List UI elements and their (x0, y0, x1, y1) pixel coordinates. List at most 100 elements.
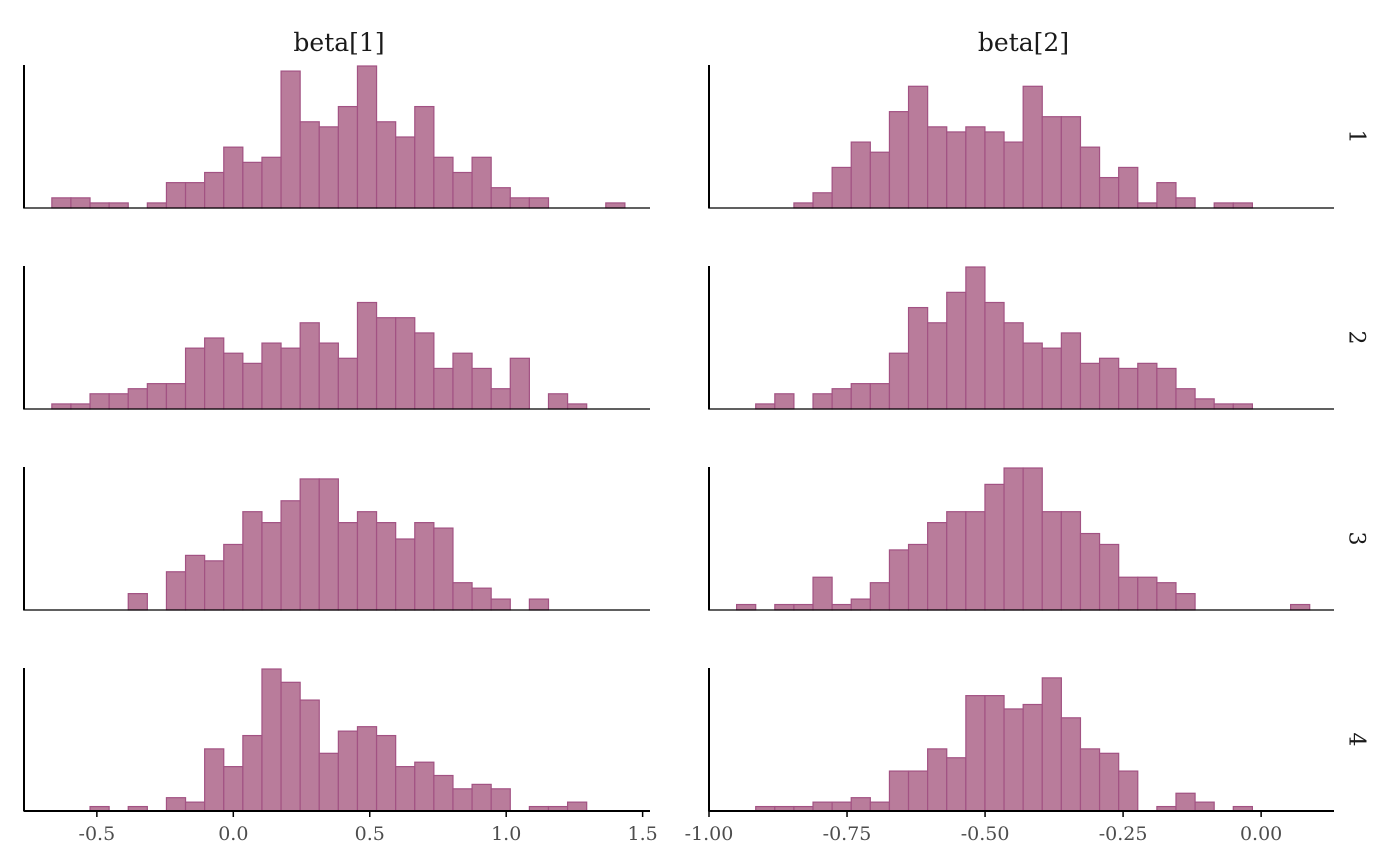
histogram-bar (375, 317, 397, 410)
histogram-bar (812, 576, 833, 611)
histogram-bar (869, 383, 891, 410)
histogram-bar (146, 202, 168, 209)
histogram-bar (280, 70, 301, 209)
x-tick-label: 0.0 (218, 823, 248, 845)
histogram-bar (1060, 332, 1082, 410)
histogram-bar (1290, 603, 1311, 611)
histogram-bar (51, 403, 72, 410)
histogram-bar (566, 403, 588, 410)
histogram-bar (375, 121, 397, 209)
histogram-bar (831, 801, 852, 812)
histogram-bar (261, 156, 282, 209)
histogram-bar (965, 126, 986, 209)
histogram-bar (242, 511, 263, 611)
histogram-bar (1022, 467, 1043, 611)
histogram-panel (708, 266, 1334, 410)
histogram-bar (490, 388, 511, 410)
histogram-bar (1003, 141, 1024, 209)
histogram-bar (1041, 511, 1062, 611)
x-tick-label: -0.5 (79, 823, 116, 845)
histogram-bar (888, 352, 910, 410)
histogram-bar (299, 322, 320, 410)
histogram-bar (471, 156, 492, 209)
histogram-bar (793, 202, 814, 209)
histogram-bar (1079, 362, 1101, 410)
histogram-bar (127, 593, 148, 611)
histogram-bar (356, 726, 378, 812)
histogram-bar (242, 161, 263, 209)
chain-row-label: 2 (1343, 331, 1368, 345)
histogram-bar (375, 522, 397, 611)
histogram-bar (490, 598, 511, 611)
histogram-bar (1041, 677, 1062, 812)
histogram-bar (242, 362, 263, 410)
histogram-bar (1098, 543, 1120, 611)
histogram-bar (89, 393, 110, 410)
histogram-bar (927, 322, 948, 410)
histogram-bar (1175, 792, 1196, 812)
histogram-bar (471, 367, 492, 410)
histogram-bar (984, 483, 1005, 611)
histogram-bar (1175, 593, 1196, 611)
histogram-bar (1079, 532, 1101, 611)
histogram-bar (774, 603, 795, 611)
histogram-bar (1003, 467, 1024, 611)
histogram-bar (127, 388, 148, 410)
histogram-bar (907, 85, 929, 209)
histogram-bar (965, 511, 986, 611)
histogram-bar (1137, 576, 1158, 611)
histogram-bar (433, 527, 454, 611)
histogram-bar (471, 783, 492, 812)
histogram-bar (1003, 708, 1024, 812)
histogram-bar (869, 151, 891, 209)
histogram-bar (1175, 197, 1196, 209)
histogram-bar (736, 603, 757, 611)
histogram-bar (946, 757, 967, 812)
histogram-bar (452, 171, 473, 209)
histogram-bar (888, 770, 910, 812)
histogram-bar (318, 126, 339, 209)
histogram-bar (869, 582, 891, 611)
histogram-bar (984, 695, 1005, 812)
histogram-bar (299, 699, 320, 812)
histogram-bar (280, 347, 301, 410)
histogram-panel (708, 467, 1334, 611)
histogram-bar (1022, 85, 1043, 209)
histogram-bar (261, 342, 282, 410)
histogram-bar (452, 352, 473, 410)
histogram-bar (433, 774, 454, 812)
histogram-bar (1022, 342, 1043, 410)
histogram-bar (146, 383, 168, 410)
histogram-bar (356, 511, 378, 611)
histogram-bar (850, 797, 871, 812)
histogram-bar (1156, 367, 1177, 410)
histogram-bar (1003, 322, 1024, 410)
histogram-bar (1137, 202, 1158, 209)
histogram-bar (1060, 511, 1082, 611)
histogram-bar (299, 478, 320, 611)
histogram-bar (165, 383, 187, 410)
histogram-bar (452, 788, 473, 812)
histogram-bar (831, 166, 852, 209)
histogram-bar (70, 197, 91, 209)
histogram-bar (831, 388, 852, 410)
histogram-bar (1194, 398, 1215, 410)
histogram-bar (433, 367, 454, 410)
histogram-bar (1060, 116, 1082, 209)
histogram-bar (528, 598, 550, 611)
histogram-bar (395, 766, 416, 812)
histogram-bar (1079, 748, 1101, 812)
histogram-panel (23, 266, 650, 410)
histogram-bar (812, 192, 833, 209)
histogram-bar (414, 522, 435, 611)
histogram-panel (708, 65, 1334, 209)
histogram-bar (850, 598, 871, 611)
histogram-bar (414, 105, 435, 209)
histogram-bar (280, 681, 301, 812)
histogram-bar (204, 560, 225, 611)
histogram-bar (89, 202, 110, 209)
histogram-bar (318, 478, 339, 611)
histogram-bar (528, 197, 550, 209)
histogram-bar (471, 587, 492, 611)
histogram-bar (184, 554, 206, 611)
